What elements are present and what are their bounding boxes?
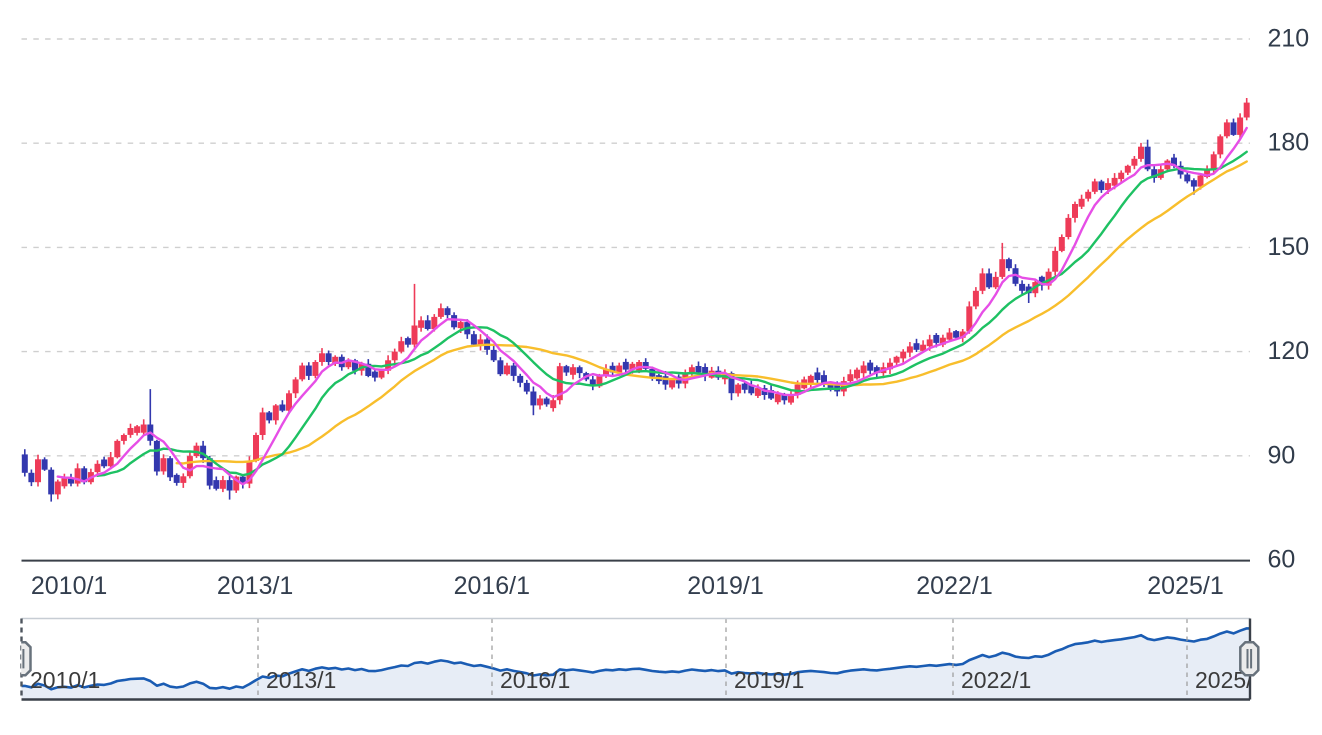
svg-text:90: 90: [1268, 441, 1296, 469]
svg-text:150: 150: [1268, 233, 1310, 261]
svg-text:2022/1: 2022/1: [916, 572, 992, 600]
svg-text:120: 120: [1268, 337, 1310, 365]
svg-text:2025/1: 2025/1: [1147, 572, 1223, 600]
svg-text:2010/1: 2010/1: [30, 667, 100, 693]
svg-text:2013/1: 2013/1: [266, 667, 336, 693]
svg-text:2013/1: 2013/1: [217, 572, 293, 600]
svg-text:210: 210: [1268, 25, 1310, 53]
svg-text:60: 60: [1268, 546, 1296, 574]
svg-text:2019/1: 2019/1: [734, 667, 804, 693]
svg-text:2022/1: 2022/1: [961, 667, 1031, 693]
svg-text:2016/1: 2016/1: [500, 667, 570, 693]
svg-text:2016/1: 2016/1: [454, 572, 530, 600]
svg-text:180: 180: [1268, 129, 1310, 157]
svg-text:2010/1: 2010/1: [31, 572, 107, 600]
svg-text:2019/1: 2019/1: [687, 572, 763, 600]
